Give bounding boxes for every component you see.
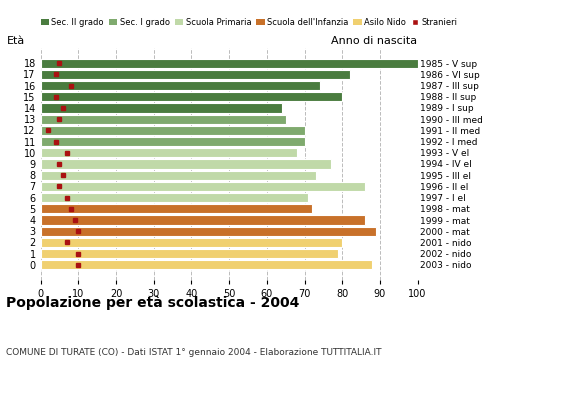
Bar	[41, 92, 342, 101]
Bar	[41, 249, 339, 258]
Bar	[41, 160, 331, 168]
Text: Anno di nascita: Anno di nascita	[332, 36, 418, 46]
Legend: Sec. II grado, Sec. I grado, Scuola Primaria, Scuola dell'Infanzia, Asilo Nido, : Sec. II grado, Sec. I grado, Scuola Prim…	[37, 14, 461, 30]
Bar	[41, 58, 418, 68]
Bar	[41, 227, 376, 236]
Bar	[41, 70, 350, 79]
Bar	[41, 114, 285, 124]
Bar	[41, 238, 342, 247]
Bar	[41, 216, 365, 225]
Text: Popolazione per età scolastica - 2004: Popolazione per età scolastica - 2004	[6, 296, 299, 310]
Bar	[41, 260, 372, 270]
Bar	[41, 126, 305, 135]
Bar	[41, 81, 320, 90]
Bar	[41, 137, 305, 146]
Bar	[41, 193, 309, 202]
Bar	[41, 204, 312, 214]
Bar	[41, 148, 297, 157]
Bar	[41, 171, 316, 180]
Bar	[41, 182, 365, 191]
Text: Età: Età	[7, 36, 25, 46]
Text: COMUNE DI TURATE (CO) - Dati ISTAT 1° gennaio 2004 - Elaborazione TUTTITALIA.IT: COMUNE DI TURATE (CO) - Dati ISTAT 1° ge…	[6, 348, 381, 357]
Bar	[41, 103, 282, 112]
